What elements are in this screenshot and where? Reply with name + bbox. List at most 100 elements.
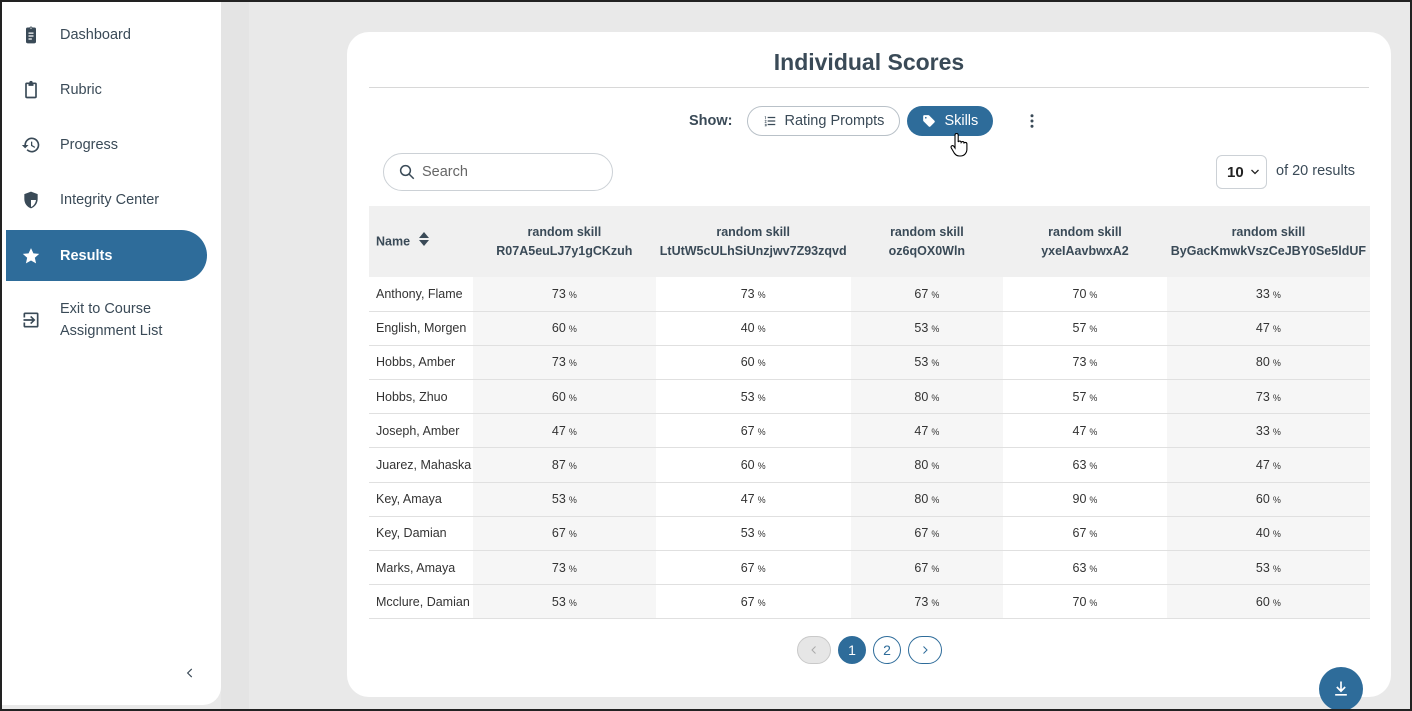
score-cell: 63% (1003, 550, 1167, 586)
score-cell: 60% (655, 447, 851, 483)
sidebar-item-rubric[interactable]: Rubric (6, 79, 207, 101)
score-cell: 60% (655, 345, 851, 381)
score-cell: 53% (850, 311, 1004, 346)
score-value: 53 (551, 492, 566, 507)
sidebar-item-dashboard[interactable]: Dashboard (6, 24, 207, 46)
percent-sign: % (931, 495, 940, 506)
per-page-select[interactable]: 10 (1216, 155, 1267, 189)
score-value: 40 (1255, 526, 1270, 541)
name-column-header[interactable]: Name (369, 206, 473, 277)
percent-sign: % (1089, 358, 1098, 369)
student-name: Marks, Amaya (369, 550, 473, 586)
next-page-button[interactable] (908, 636, 942, 664)
score-value: 63 (1072, 560, 1087, 575)
score-value: 73 (740, 286, 755, 301)
sort-icon[interactable] (418, 231, 430, 253)
score-value: 80 (914, 458, 929, 473)
column-header: random skill ByGacKmwkVszCeJBY0Se5ldUF (1166, 206, 1370, 277)
per-page-value: 10 (1227, 163, 1244, 181)
percent-sign: % (757, 461, 766, 472)
hand-cursor-icon (950, 132, 968, 157)
score-cell: 33% (1166, 277, 1370, 312)
score-value: 53 (740, 389, 755, 404)
sidebar-item-progress[interactable]: Progress (6, 134, 207, 156)
skills-toggle[interactable]: Skills (907, 106, 994, 136)
score-cell: 73% (1166, 379, 1370, 415)
percent-sign: % (931, 563, 940, 574)
score-value: 80 (1255, 355, 1270, 370)
percent-sign: % (757, 392, 766, 403)
score-cell: 47% (472, 413, 656, 449)
score-cell: 40% (655, 311, 851, 346)
score-value: 67 (551, 526, 566, 541)
more-options-button[interactable] (1021, 110, 1043, 132)
table-row: Key, Damian 67% 53% 67% 67% 40% (369, 516, 1370, 552)
divider (369, 87, 1369, 88)
percent-sign: % (1089, 597, 1098, 608)
score-value: 73 (551, 560, 566, 575)
student-name: Hobbs, Amber (369, 345, 473, 381)
score-cell: 40% (1166, 516, 1370, 552)
sidebar-item-integrity-center[interactable]: Integrity Center (6, 189, 207, 211)
table-row: English, Morgen 60% 40% 53% 57% 47% (369, 311, 1370, 346)
score-value: 60 (551, 321, 566, 336)
percent-sign: % (568, 563, 577, 574)
table-row: Mcclure, Damian 53% 67% 73% 70% 60% (369, 584, 1370, 620)
student-name: Mcclure, Damian (369, 584, 473, 620)
download-button[interactable] (1319, 667, 1363, 711)
student-name: Juarez, Mahaska (369, 447, 473, 483)
exit-icon (20, 309, 42, 331)
score-cell: 57% (1003, 311, 1167, 346)
score-cell: 67% (655, 584, 851, 620)
content-gutter (221, 2, 249, 709)
sidebar-item-results[interactable]: Results (6, 230, 207, 281)
percent-sign: % (1272, 426, 1281, 437)
score-cell: 80% (850, 447, 1004, 483)
percent-sign: % (757, 529, 766, 540)
sidebar-item-label: Exit to Course Assignment List (60, 301, 163, 339)
score-cell: 90% (1003, 482, 1167, 517)
table-row: Anthony, Flame 73% 73% 67% 70% 33% (369, 277, 1370, 312)
percent-sign: % (568, 495, 577, 506)
score-cell: 53% (850, 345, 1004, 381)
percent-sign: % (568, 358, 577, 369)
score-value: 90 (1072, 492, 1087, 507)
score-value: 53 (740, 526, 755, 541)
score-cell: 47% (1003, 413, 1167, 449)
student-name: English, Morgen (369, 311, 473, 346)
percent-sign: % (1089, 529, 1098, 540)
results-count: of 20 results (1276, 163, 1355, 179)
history-icon (20, 134, 42, 156)
score-cell: 67% (472, 516, 656, 552)
student-name: Hobbs, Zhuo (369, 379, 473, 415)
percent-sign: % (931, 426, 940, 437)
score-cell: 47% (850, 413, 1004, 449)
score-value: 60 (1255, 594, 1270, 609)
score-cell: 60% (1166, 584, 1370, 620)
sidebar-item-label: Progress (60, 137, 119, 153)
score-value: 67 (914, 526, 929, 541)
previous-page-button[interactable] (797, 636, 831, 664)
score-value: 80 (914, 389, 929, 404)
view-toggle: Show: Rating Prompts Skills (689, 106, 994, 136)
rating-prompts-toggle[interactable]: Rating Prompts (746, 106, 901, 136)
page-1-button[interactable]: 1 (838, 636, 866, 664)
percent-sign: % (757, 358, 766, 369)
percent-sign: % (568, 289, 577, 300)
score-cell: 53% (472, 482, 656, 517)
percent-sign: % (568, 392, 577, 403)
score-value: 40 (740, 321, 755, 336)
table-row: Juarez, Mahaska 87% 60% 80% 63% 47% (369, 447, 1370, 483)
search-box (383, 153, 613, 191)
score-value: 53 (914, 355, 929, 370)
search-input[interactable] (422, 164, 602, 180)
percent-sign: % (757, 495, 766, 506)
score-value: 73 (1072, 355, 1087, 370)
sidebar-item-exit[interactable]: Exit to Course Assignment List (6, 298, 207, 342)
percent-sign: % (1272, 597, 1281, 608)
column-header: random skill LtUtW5cULhSiUnzjwv7Z93zqvd (655, 206, 851, 277)
percent-sign: % (757, 563, 766, 574)
search-icon (399, 164, 415, 180)
collapse-sidebar-button[interactable] (180, 662, 200, 684)
page-2-button[interactable]: 2 (873, 636, 901, 664)
